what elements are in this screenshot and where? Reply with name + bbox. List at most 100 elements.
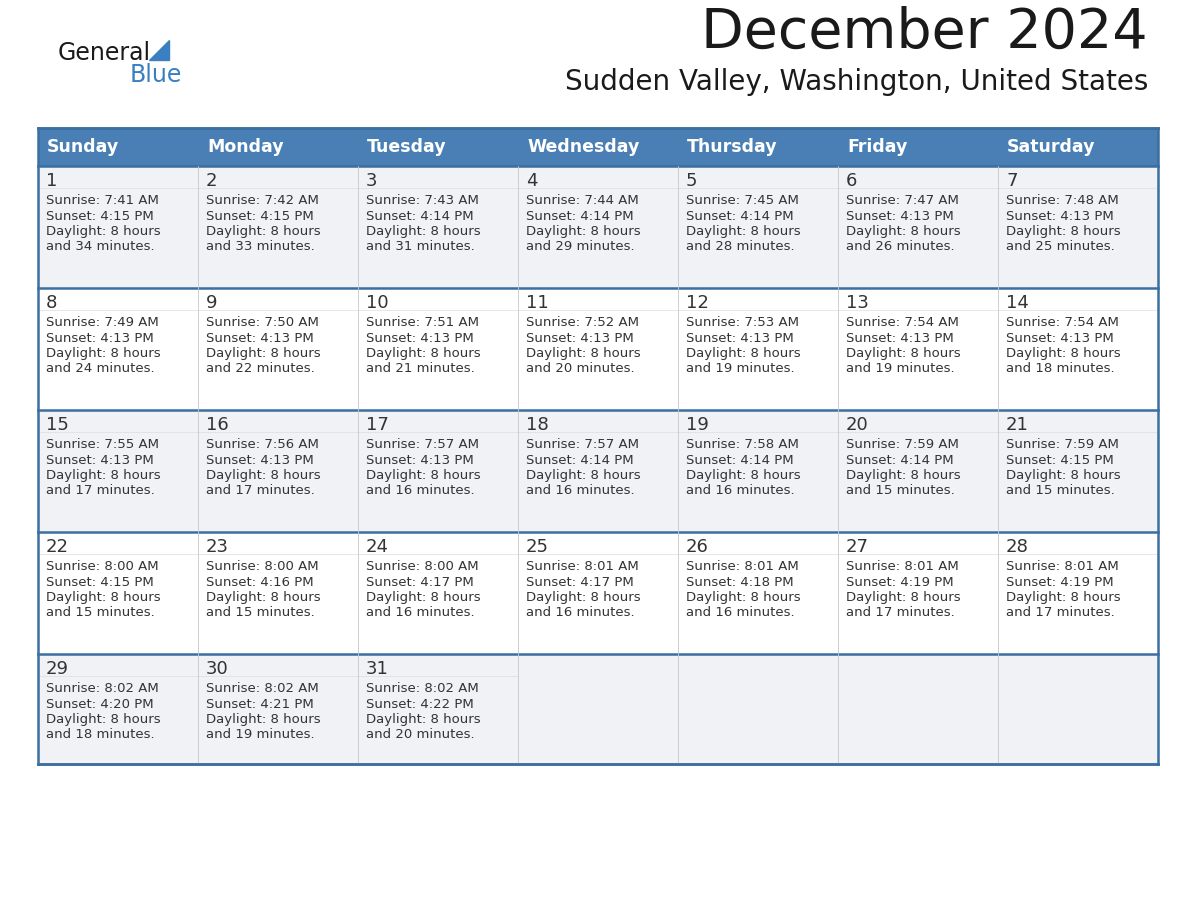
Text: Sunrise: 8:01 AM: Sunrise: 8:01 AM — [685, 560, 798, 573]
Bar — [678, 532, 838, 654]
Bar — [518, 166, 678, 288]
Text: Sunrise: 7:54 AM: Sunrise: 7:54 AM — [846, 316, 959, 329]
Bar — [678, 654, 838, 764]
Bar — [678, 166, 838, 288]
Text: Sunrise: 8:00 AM: Sunrise: 8:00 AM — [46, 560, 159, 573]
Text: and 18 minutes.: and 18 minutes. — [1006, 363, 1114, 375]
Text: and 15 minutes.: and 15 minutes. — [206, 607, 315, 620]
Text: and 17 minutes.: and 17 minutes. — [206, 485, 315, 498]
Text: and 15 minutes.: and 15 minutes. — [46, 607, 154, 620]
Text: Daylight: 8 hours: Daylight: 8 hours — [366, 347, 481, 360]
Text: Sunset: 4:13 PM: Sunset: 4:13 PM — [846, 209, 954, 222]
Text: Sunset: 4:13 PM: Sunset: 4:13 PM — [366, 453, 474, 466]
Text: Sunrise: 7:49 AM: Sunrise: 7:49 AM — [46, 316, 159, 329]
Text: 4: 4 — [526, 172, 537, 190]
Text: Sunrise: 7:54 AM: Sunrise: 7:54 AM — [1006, 316, 1119, 329]
Text: 27: 27 — [846, 538, 868, 556]
Text: Daylight: 8 hours: Daylight: 8 hours — [46, 347, 160, 360]
Text: 22: 22 — [46, 538, 69, 556]
Text: 15: 15 — [46, 416, 69, 434]
Text: Sunset: 4:17 PM: Sunset: 4:17 PM — [366, 576, 474, 588]
Text: and 17 minutes.: and 17 minutes. — [1006, 607, 1114, 620]
Text: and 16 minutes.: and 16 minutes. — [685, 607, 795, 620]
Text: 7: 7 — [1006, 172, 1017, 190]
Bar — [998, 410, 1158, 532]
Text: Sunset: 4:14 PM: Sunset: 4:14 PM — [685, 453, 794, 466]
Text: Sunset: 4:21 PM: Sunset: 4:21 PM — [206, 698, 314, 711]
Text: 23: 23 — [206, 538, 229, 556]
Text: Sunset: 4:19 PM: Sunset: 4:19 PM — [846, 576, 954, 588]
Text: 11: 11 — [526, 294, 549, 312]
Text: 28: 28 — [1006, 538, 1029, 556]
Text: 30: 30 — [206, 660, 229, 678]
Text: and 20 minutes.: and 20 minutes. — [366, 729, 475, 742]
Bar — [998, 288, 1158, 410]
Text: Daylight: 8 hours: Daylight: 8 hours — [1006, 591, 1120, 604]
Bar — [358, 128, 518, 166]
Bar — [998, 654, 1158, 764]
Text: Sunset: 4:13 PM: Sunset: 4:13 PM — [1006, 331, 1114, 344]
Text: Daylight: 8 hours: Daylight: 8 hours — [685, 347, 801, 360]
Text: Daylight: 8 hours: Daylight: 8 hours — [526, 347, 640, 360]
Text: 6: 6 — [846, 172, 858, 190]
Text: 14: 14 — [1006, 294, 1029, 312]
Text: and 19 minutes.: and 19 minutes. — [685, 363, 795, 375]
Text: Daylight: 8 hours: Daylight: 8 hours — [1006, 469, 1120, 482]
Text: Sunrise: 7:43 AM: Sunrise: 7:43 AM — [366, 194, 479, 207]
Text: 5: 5 — [685, 172, 697, 190]
Text: Sunday: Sunday — [48, 138, 119, 156]
Text: and 19 minutes.: and 19 minutes. — [206, 729, 315, 742]
Text: and 22 minutes.: and 22 minutes. — [206, 363, 315, 375]
Bar — [838, 288, 998, 410]
Text: Sunrise: 7:45 AM: Sunrise: 7:45 AM — [685, 194, 798, 207]
Text: 3: 3 — [366, 172, 378, 190]
Bar — [838, 654, 998, 764]
Text: Sunset: 4:13 PM: Sunset: 4:13 PM — [206, 331, 314, 344]
Text: and 17 minutes.: and 17 minutes. — [46, 485, 154, 498]
Text: Sunset: 4:14 PM: Sunset: 4:14 PM — [526, 209, 633, 222]
Text: Daylight: 8 hours: Daylight: 8 hours — [685, 225, 801, 238]
Text: and 29 minutes.: and 29 minutes. — [526, 241, 634, 253]
Text: Sunset: 4:18 PM: Sunset: 4:18 PM — [685, 576, 794, 588]
Text: Sunrise: 8:02 AM: Sunrise: 8:02 AM — [46, 682, 159, 695]
Text: Daylight: 8 hours: Daylight: 8 hours — [526, 225, 640, 238]
Text: Daylight: 8 hours: Daylight: 8 hours — [1006, 225, 1120, 238]
Text: Daylight: 8 hours: Daylight: 8 hours — [1006, 347, 1120, 360]
Text: Sunset: 4:13 PM: Sunset: 4:13 PM — [206, 453, 314, 466]
Text: Sunset: 4:16 PM: Sunset: 4:16 PM — [206, 576, 314, 588]
Text: 9: 9 — [206, 294, 217, 312]
Text: 24: 24 — [366, 538, 388, 556]
Bar — [678, 288, 838, 410]
Text: 20: 20 — [846, 416, 868, 434]
Text: Sunrise: 7:48 AM: Sunrise: 7:48 AM — [1006, 194, 1119, 207]
Bar — [518, 410, 678, 532]
Text: Sunrise: 7:53 AM: Sunrise: 7:53 AM — [685, 316, 800, 329]
Text: Daylight: 8 hours: Daylight: 8 hours — [206, 591, 321, 604]
Text: and 34 minutes.: and 34 minutes. — [46, 241, 154, 253]
Text: Sunset: 4:15 PM: Sunset: 4:15 PM — [1006, 453, 1114, 466]
Text: 8: 8 — [46, 294, 57, 312]
Text: Sunrise: 8:02 AM: Sunrise: 8:02 AM — [366, 682, 479, 695]
Text: 16: 16 — [206, 416, 229, 434]
Text: 18: 18 — [526, 416, 549, 434]
Text: 21: 21 — [1006, 416, 1029, 434]
Text: and 33 minutes.: and 33 minutes. — [206, 241, 315, 253]
Text: Blue: Blue — [129, 63, 183, 87]
Text: and 21 minutes.: and 21 minutes. — [366, 363, 475, 375]
Text: Daylight: 8 hours: Daylight: 8 hours — [46, 591, 160, 604]
Text: Daylight: 8 hours: Daylight: 8 hours — [46, 469, 160, 482]
Text: Sunrise: 7:51 AM: Sunrise: 7:51 AM — [366, 316, 479, 329]
Bar — [198, 288, 358, 410]
Text: Sunset: 4:13 PM: Sunset: 4:13 PM — [46, 331, 153, 344]
Bar — [998, 166, 1158, 288]
Text: 31: 31 — [366, 660, 388, 678]
Text: Sunset: 4:20 PM: Sunset: 4:20 PM — [46, 698, 153, 711]
Text: Daylight: 8 hours: Daylight: 8 hours — [206, 713, 321, 726]
Bar — [678, 410, 838, 532]
Text: December 2024: December 2024 — [701, 6, 1148, 60]
Text: Sunrise: 8:01 AM: Sunrise: 8:01 AM — [1006, 560, 1119, 573]
Bar — [38, 166, 198, 288]
Text: Daylight: 8 hours: Daylight: 8 hours — [46, 713, 160, 726]
Text: Sunset: 4:15 PM: Sunset: 4:15 PM — [46, 209, 153, 222]
Bar — [38, 128, 198, 166]
